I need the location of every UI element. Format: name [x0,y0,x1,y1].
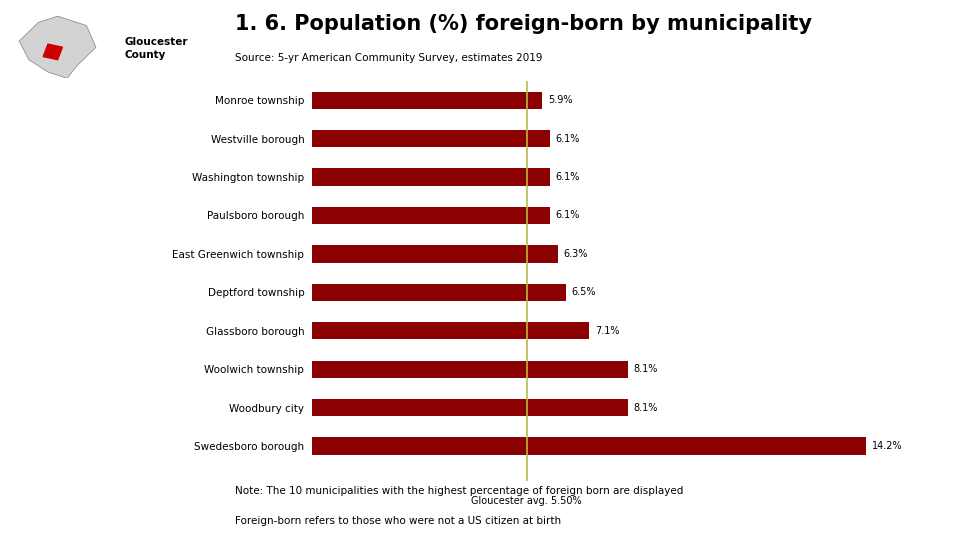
Text: cs: cs [18,274,48,298]
Text: Gloucester
County: Gloucester County [124,37,187,60]
Text: 6.1%: 6.1% [556,172,580,182]
Text: 6.5%: 6.5% [571,287,596,298]
Text: 1. 6. Population (%) foreign-born by municipality: 1. 6. Population (%) foreign-born by mun… [235,14,812,34]
Bar [312,207,550,224]
Text: 8.1%: 8.1% [634,403,659,413]
Text: 5.9%: 5.9% [548,95,572,105]
Text: 6.1%: 6.1% [556,133,580,144]
FancyBboxPatch shape [5,0,221,103]
Bar [312,284,565,301]
Polygon shape [19,16,96,78]
Text: 8.1%: 8.1% [634,364,659,374]
Bar [312,92,542,109]
Bar [312,322,588,340]
Bar [312,437,866,455]
Bar [312,130,550,147]
Polygon shape [43,44,62,60]
Text: Demographi: Demographi [18,220,191,244]
Bar [312,361,628,378]
Text: 6.1%: 6.1% [556,211,580,220]
Text: Source: 5-yr American Community Survey, estimates 2019: Source: 5-yr American Community Survey, … [235,53,542,63]
Bar [312,245,558,262]
Bar [312,168,550,186]
Text: 14.2%: 14.2% [872,441,902,451]
Text: 7.1%: 7.1% [595,326,619,336]
Text: Note: The 10 municipalities with the highest percentage of foreign born are disp: Note: The 10 municipalities with the hig… [235,486,684,496]
Text: Foreign-born refers to those who were not a US citizen at birth: Foreign-born refers to those who were no… [235,516,562,526]
Bar [312,399,628,416]
Text: Gloucester avg. 5.50%: Gloucester avg. 5.50% [471,496,582,506]
Text: 6.3%: 6.3% [564,249,588,259]
Text: Nativity: Nativity [85,274,198,298]
